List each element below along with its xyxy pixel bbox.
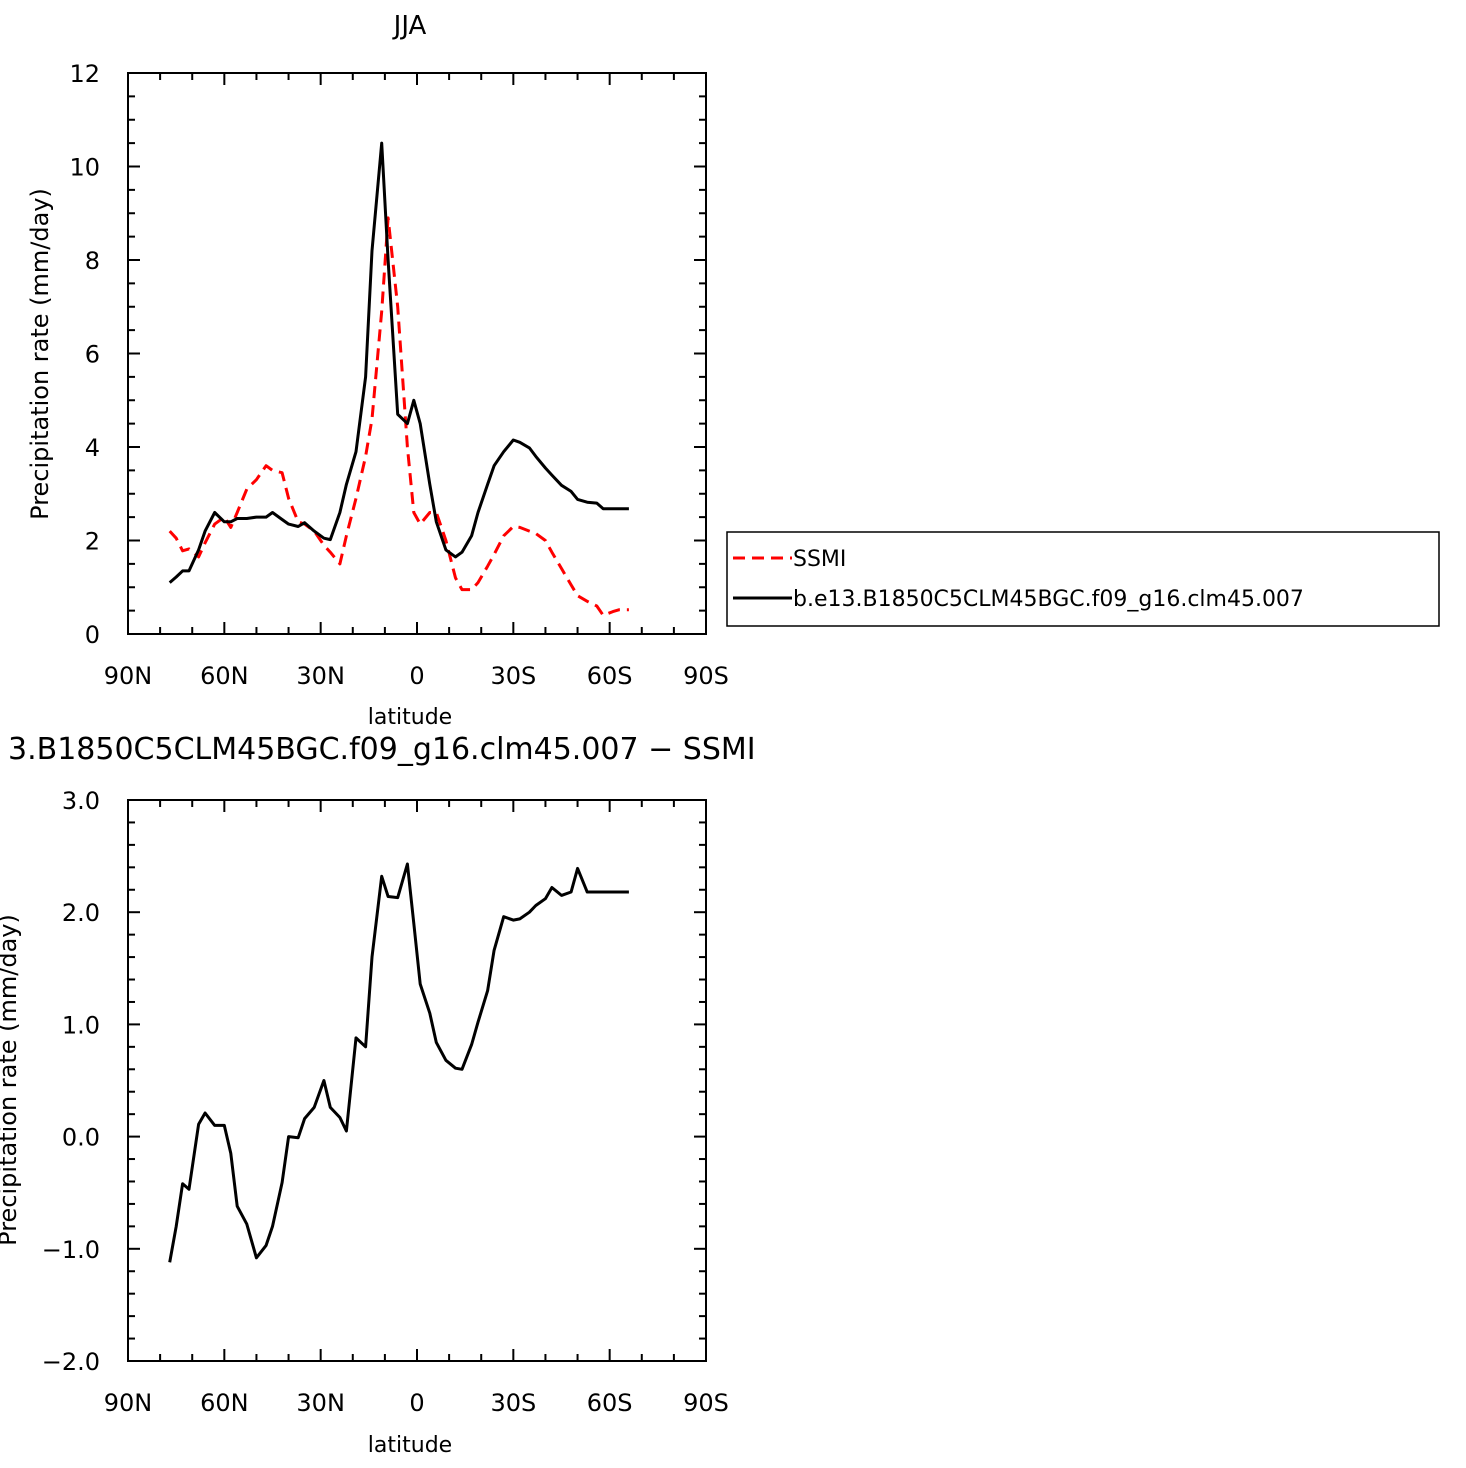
x-tick-label: 0 (409, 662, 424, 690)
bottom-chart-title: 3.B1850C5CLM45BGC.f09_g16.clm45.007 − SS… (8, 732, 756, 767)
x-tick-label: 90S (683, 1389, 729, 1417)
top-x-axis-label: latitude (368, 705, 452, 730)
plot-frame (127, 799, 707, 1362)
legend-label-model: b.e13.B1850C5CLM45BGC.f09_g16.clm45.007 (793, 587, 1304, 612)
y-tick-label: 0 (85, 621, 100, 649)
x-tick-label: 60N (200, 1389, 249, 1417)
y-tick-label: 12 (69, 60, 100, 88)
y-tick-label: 3.0 (62, 787, 100, 815)
ssmi-series-line (168, 216, 629, 617)
y-tick-label: 1.0 (62, 1011, 100, 1039)
y-tick-label: 8 (85, 247, 100, 275)
plot-frame (127, 72, 707, 635)
y-tick-label: −2.0 (42, 1348, 100, 1376)
y-tick-label: 2.0 (62, 899, 100, 927)
top-panel: JJA latitude Precipitation rate (mm/day)… (26, 11, 729, 730)
x-tick-label: 30N (296, 662, 345, 690)
top-y-axis-label: Precipitation rate (mm/day) (26, 188, 54, 520)
bottom-y-axis-label: Precipitation rate (mm/day) (0, 914, 22, 1246)
x-tick-label: 90S (683, 662, 729, 690)
difference-series-line (168, 862, 629, 1263)
y-tick-label: 0.0 (62, 1124, 100, 1152)
x-tick-label: 90N (104, 1389, 153, 1417)
x-tick-label: 60N (200, 662, 249, 690)
y-tick-label: 6 (85, 341, 100, 369)
y-tick-label: −1.0 (42, 1236, 100, 1264)
x-tick-label: 60S (587, 1389, 633, 1417)
bottom-x-axis-label: latitude (368, 1433, 452, 1458)
x-tick-label: 0 (409, 1389, 424, 1417)
b-e13-b1850c5clm45bgc-f09-g16-clm45-007-series-line (168, 141, 629, 584)
x-tick-label: 60S (587, 662, 633, 690)
legend-box (726, 531, 1440, 627)
y-tick-label: 10 (69, 154, 100, 182)
x-tick-label: 90N (104, 662, 153, 690)
top-chart-title: JJA (392, 11, 427, 41)
y-tick-label: 4 (85, 434, 100, 462)
bottom-panel: 3.B1850C5CLM45BGC.f09_g16.clm45.007 − SS… (0, 732, 756, 1458)
x-tick-label: 30S (490, 1389, 536, 1417)
legend: SSMI b.e13.B1850C5CLM45BGC.f09_g16.clm45… (726, 531, 1440, 627)
x-tick-label: 30S (490, 662, 536, 690)
y-tick-label: 2 (85, 528, 100, 556)
legend-label-ssmi: SSMI (793, 547, 846, 572)
x-tick-label: 30N (296, 1389, 345, 1417)
